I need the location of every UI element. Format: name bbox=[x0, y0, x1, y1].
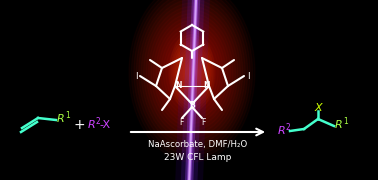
Text: X: X bbox=[314, 103, 322, 113]
Ellipse shape bbox=[172, 37, 212, 107]
Text: 2: 2 bbox=[286, 123, 291, 132]
Text: R: R bbox=[335, 120, 343, 130]
Ellipse shape bbox=[180, 50, 204, 94]
Text: R: R bbox=[57, 114, 65, 124]
Ellipse shape bbox=[178, 48, 206, 96]
Ellipse shape bbox=[190, 69, 194, 75]
Ellipse shape bbox=[169, 32, 214, 112]
Ellipse shape bbox=[183, 56, 201, 88]
Ellipse shape bbox=[171, 35, 213, 109]
Text: 1: 1 bbox=[343, 116, 348, 125]
Text: 23W CFL Lamp: 23W CFL Lamp bbox=[164, 152, 232, 161]
Text: 2: 2 bbox=[96, 116, 101, 125]
Text: NaAscorbate, DMF/H₂O: NaAscorbate, DMF/H₂O bbox=[149, 141, 248, 150]
Ellipse shape bbox=[175, 42, 209, 102]
Ellipse shape bbox=[184, 58, 200, 86]
Text: F: F bbox=[179, 118, 183, 127]
Ellipse shape bbox=[181, 53, 203, 91]
Ellipse shape bbox=[186, 61, 198, 83]
Text: B: B bbox=[189, 100, 195, 109]
Text: N: N bbox=[175, 80, 181, 89]
Ellipse shape bbox=[174, 40, 210, 104]
Text: I: I bbox=[135, 71, 137, 80]
Text: R: R bbox=[278, 126, 286, 136]
Text: N: N bbox=[203, 80, 209, 89]
Text: R: R bbox=[88, 120, 96, 130]
Text: -X: -X bbox=[99, 120, 110, 130]
Text: 1: 1 bbox=[65, 111, 70, 120]
FancyArrowPatch shape bbox=[131, 129, 263, 135]
Ellipse shape bbox=[189, 66, 195, 78]
Ellipse shape bbox=[187, 64, 197, 80]
Ellipse shape bbox=[177, 45, 207, 99]
Text: +: + bbox=[73, 118, 85, 132]
Text: I: I bbox=[247, 71, 249, 80]
Text: F: F bbox=[201, 118, 205, 127]
